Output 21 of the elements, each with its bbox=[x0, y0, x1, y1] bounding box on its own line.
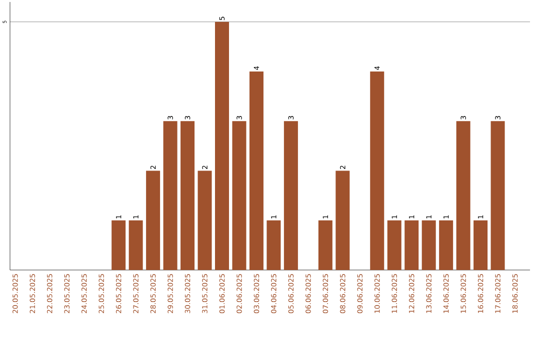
bar bbox=[422, 220, 436, 270]
bar bbox=[146, 170, 160, 270]
bar bbox=[198, 170, 212, 270]
bar bbox=[336, 170, 350, 270]
bar bbox=[112, 220, 126, 270]
bar bbox=[266, 220, 281, 270]
bar bbox=[249, 71, 264, 270]
bar bbox=[456, 121, 470, 270]
bar bbox=[318, 220, 332, 270]
bar bbox=[490, 121, 505, 270]
bar bbox=[370, 71, 384, 270]
bar bbox=[284, 121, 298, 270]
bar bbox=[439, 220, 454, 270]
bar bbox=[163, 121, 178, 270]
bar bbox=[215, 22, 229, 270]
bar bbox=[180, 121, 195, 270]
bar bbox=[404, 220, 419, 270]
bar bbox=[232, 121, 246, 270]
bar bbox=[474, 220, 488, 270]
bar bbox=[128, 220, 143, 270]
bar bbox=[387, 220, 402, 270]
